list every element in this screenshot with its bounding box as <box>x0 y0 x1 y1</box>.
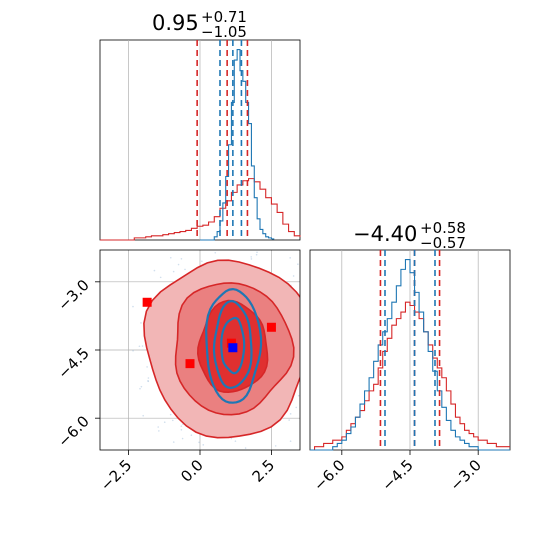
marginal-y-title: −4.40 <box>353 222 417 246</box>
joint-sample-dot <box>295 406 298 409</box>
joint-sample-dot <box>292 275 295 277</box>
joint-sample-dot <box>158 430 160 432</box>
joint-sample-dot <box>138 345 141 348</box>
joint-sample-dot <box>242 457 244 459</box>
joint-sample-dot <box>274 445 277 447</box>
marginal-y-red-histogram <box>310 301 510 451</box>
joint-sample-dot <box>132 349 134 352</box>
joint-sample-dot <box>159 276 162 279</box>
joint-sample-dot <box>214 454 216 456</box>
joint-sample-dot <box>288 419 290 421</box>
marginal-y-xtick-label: −6.0 <box>310 456 348 494</box>
joint-blue-contour-0 <box>205 287 263 404</box>
joint-sample-dot <box>255 253 258 256</box>
joint-sample-dot <box>289 440 292 442</box>
joint-sample-dot <box>190 244 192 246</box>
joint-sample-dot <box>306 280 308 282</box>
joint-sample-dot <box>184 268 186 271</box>
joint-sample-dot <box>214 454 216 456</box>
joint-sample-dot <box>181 437 184 440</box>
joint-sample-dot <box>180 428 183 431</box>
marginal-panel-x: 0.95 +0.71 −1.05 <box>99 8 301 241</box>
joint-blue-contour-2 <box>220 316 246 375</box>
joint-sample-dot <box>256 251 258 254</box>
joint-sample-dot <box>307 419 309 421</box>
joint-sample-dot <box>198 441 200 444</box>
marginal-y-xtick-label: −4.5 <box>378 456 416 494</box>
joint-xtick-label: 0.0 <box>177 456 207 486</box>
joint-blue-marker <box>228 343 238 353</box>
joint-red-marker-2 <box>185 359 195 369</box>
marginal-x-title-plus: +0.71 <box>201 8 247 26</box>
marginal-y-title-plus: +0.58 <box>420 219 466 237</box>
joint-sample-dot <box>171 419 174 422</box>
joint-red-marker-1 <box>266 322 276 332</box>
marginal-panel-y: −4.40 +0.58 −0.57 −6.0 −4.5 −3.0 <box>309 219 511 495</box>
joint-sample-dot <box>163 421 166 424</box>
joint-sample-dot <box>250 256 253 258</box>
joint-panel: −2.5 0.0 2.5 −6.0 −4.5 −3.0 <box>54 243 310 495</box>
joint-xtick-label: 2.5 <box>249 456 279 486</box>
joint-sample-dot <box>180 425 183 427</box>
joint-sample-dot <box>308 419 310 421</box>
joint-sample-dot <box>305 418 307 420</box>
joint-red-marker-0 <box>142 297 152 307</box>
joint-sample-dot <box>172 270 175 273</box>
marginal-x-title-minus: −1.05 <box>201 23 247 41</box>
joint-sample-dot <box>303 378 305 380</box>
joint-sample-dot <box>139 387 141 390</box>
joint-sample-dot <box>308 399 310 401</box>
joint-sample-dot <box>147 380 149 382</box>
joint-sample-dot <box>140 385 143 388</box>
joint-sample-dot <box>297 263 299 265</box>
marginal-y-xtick-label: −3.0 <box>447 456 485 494</box>
joint-sample-dot <box>141 345 144 347</box>
joint-sample-dot <box>257 450 259 452</box>
joint-sample-dot <box>250 258 253 260</box>
marginal-x-red-histogram <box>100 178 301 241</box>
joint-sample-dot <box>289 413 292 415</box>
joint-sample-dot <box>147 380 150 383</box>
joint-sample-dot <box>140 322 142 324</box>
joint-sample-dot <box>269 243 271 245</box>
joint-sample-dot <box>177 263 180 266</box>
joint-sample-dot <box>153 269 156 272</box>
joint-ytick-label: −3.0 <box>54 276 92 314</box>
joint-sample-dot <box>172 441 175 443</box>
joint-sample-dot <box>289 257 291 259</box>
joint-blue-contour-1 <box>212 300 253 390</box>
joint-sample-dot <box>230 437 233 440</box>
joint-sample-dot <box>169 413 172 416</box>
joint-sample-dot <box>180 258 183 260</box>
marginal-y-blue-histogram <box>310 258 510 451</box>
joint-sample-dot <box>147 377 150 379</box>
joint-sample-dot <box>202 444 205 446</box>
joint-xtick-label: −2.5 <box>97 456 135 494</box>
marginal-x-title: 0.95 <box>152 11 199 35</box>
joint-sample-dot <box>297 394 300 397</box>
joint-ytick-label: −4.5 <box>54 344 92 382</box>
joint-sample-dot <box>146 366 148 368</box>
joint-sample-dot <box>169 256 172 259</box>
joint-sample-dot <box>302 342 304 344</box>
joint-sample-dot <box>201 260 203 263</box>
joint-sample-dot <box>229 247 231 249</box>
joint-sample-dot <box>214 251 217 254</box>
joint-sample-dot <box>267 452 269 454</box>
joint-ytick-label: −6.0 <box>54 412 92 450</box>
joint-sample-dot <box>300 349 302 351</box>
joint-sample-dot <box>211 454 213 456</box>
joint-sample-dot <box>142 414 144 417</box>
marginal-y-title-minus: −0.57 <box>420 234 466 252</box>
joint-sample-dot <box>244 447 247 449</box>
joint-sample-dot <box>234 440 237 442</box>
joint-red-marker-3 <box>226 338 236 348</box>
joint-sample-dot <box>132 305 134 308</box>
joint-sample-dot <box>190 434 193 436</box>
marginal-x-blue-histogram <box>200 48 275 241</box>
joint-sample-dot <box>157 426 160 428</box>
